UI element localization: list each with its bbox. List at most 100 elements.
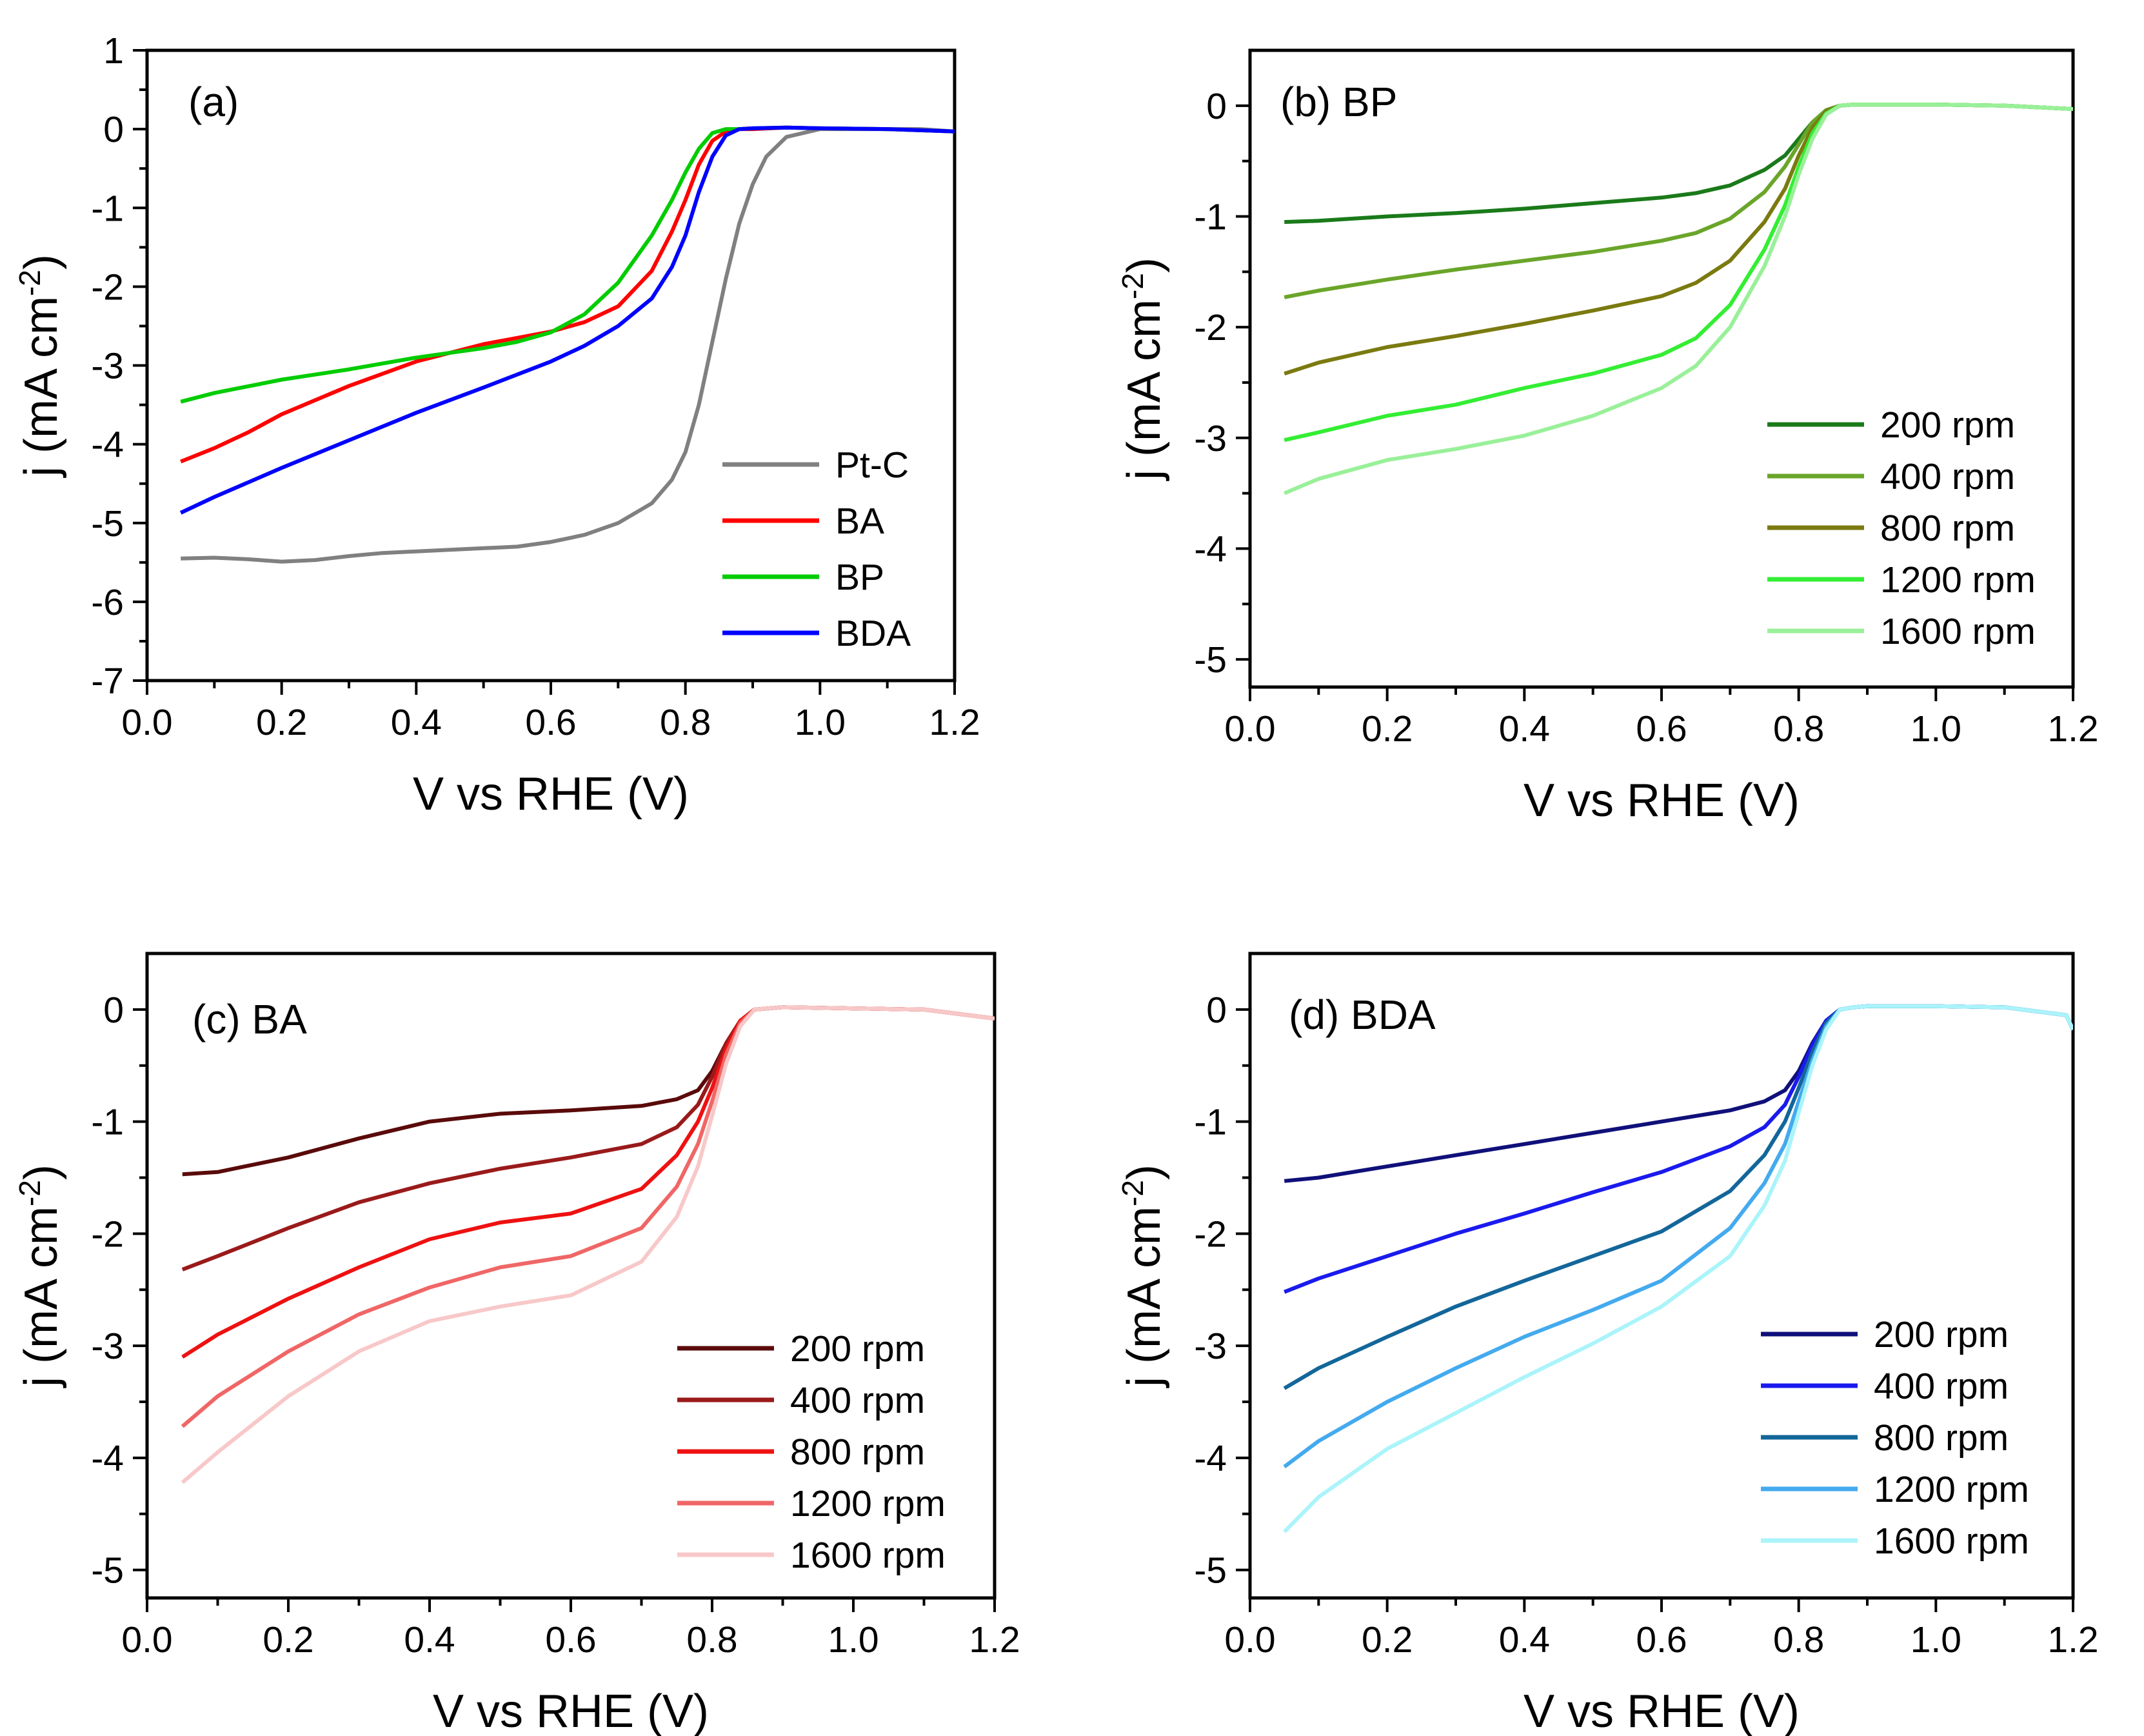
x-tick-label: 0.2	[1362, 1619, 1413, 1661]
x-tick-label: 0.0	[121, 1619, 172, 1661]
x-tick-label: 1.2	[969, 1619, 1020, 1661]
legend-label: 200 rpm	[790, 1328, 925, 1370]
legend-label: 800 rpm	[790, 1432, 925, 1473]
y-axis-title-superscript: -2	[13, 270, 46, 296]
y-axis-title-superscript: -2	[13, 1180, 46, 1206]
y-axis-title: j (mA cm-2)	[13, 254, 67, 478]
x-tick-label: 1.2	[2047, 708, 2098, 750]
legend: 200 rpm 400 rpm 800 rpm 1200 rpm 1600 rpm	[677, 1328, 946, 1576]
x-tick-label: 0.4	[391, 702, 442, 743]
y-tick-label: -3	[91, 346, 124, 387]
plot-frame	[145, 48, 957, 683]
x-tick-label: 0.4	[1499, 1619, 1550, 1661]
x-axis-title: V vs RHE (V)	[413, 768, 689, 820]
y-axis-title-close: )	[1118, 1164, 1170, 1180]
x-tick-label: 0.6	[525, 702, 576, 743]
legend-label: 1200 rpm	[1880, 559, 2036, 601]
x-tick-label: 0.8	[686, 1619, 737, 1661]
series-line-800-rpm	[1284, 103, 2073, 376]
y-tick-label: -1	[1194, 196, 1227, 237]
series-line-200-rpm	[1284, 103, 2073, 224]
legend-label: 400 rpm	[790, 1380, 925, 1421]
y-axis-title: j (mA cm-2)	[1116, 257, 1170, 481]
series-line-pt-c	[181, 127, 955, 564]
x-tick-label: 0.0	[1224, 1619, 1275, 1661]
y-axis-title-main: j (mA cm	[1118, 1206, 1170, 1388]
legend-label: 200 rpm	[1874, 1314, 2009, 1355]
y-tick-label: -4	[91, 1438, 124, 1479]
y-axis-title-main: j (mA cm	[1118, 299, 1170, 481]
legend-label: 1200 rpm	[1874, 1469, 2029, 1510]
y-axis-title-close: )	[1118, 257, 1170, 273]
legend-label: BP	[835, 557, 884, 598]
series-line-400-rpm	[1284, 103, 2073, 299]
x-axis-title: V vs RHE (V)	[433, 1686, 709, 1736]
panel-label: (d) BDA	[1289, 992, 1436, 1038]
series-line-1600-rpm	[1284, 103, 2073, 495]
series-line-400-rpm	[1284, 1004, 2073, 1294]
legend: 200 rpm 400 rpm 800 rpm 1200 rpm 1600 rpm	[1761, 1314, 2029, 1562]
y-tick-label: -1	[91, 1102, 124, 1143]
x-tick-label: 0.4	[1499, 708, 1550, 750]
y-tick-label: -5	[1194, 1550, 1227, 1591]
y-tick-label: 0	[1206, 990, 1227, 1031]
panel-a: 0.0 0.2 0.4 0.6 0.8 1.0 1.2 1 0 -1 -2 -3 -4 -5 -6 -7 V v…	[13, 30, 980, 820]
y-tick-label: -7	[91, 661, 124, 702]
x-tick-label: 0.2	[1362, 708, 1413, 750]
y-axis-title: j (mA cm-2)	[13, 1164, 67, 1388]
y-tick-label: -3	[91, 1326, 124, 1367]
y-axis-title-main: j (mA cm	[15, 1206, 67, 1388]
y-tick-label: -2	[91, 1213, 124, 1255]
legend-label: 1600 rpm	[1874, 1521, 2029, 1562]
y-tick-label: -6	[91, 582, 124, 623]
y-tick-label: -2	[91, 266, 124, 308]
y-tick-label: -1	[91, 188, 124, 229]
legend: 200 rpm 400 rpm 800 rpm 1200 rpm 1600 rpm	[1767, 404, 2036, 652]
x-tick-label: 0.2	[263, 1619, 313, 1661]
x-tick-label: 0.4	[404, 1619, 455, 1661]
y-axis-title-main: j (mA cm	[15, 296, 67, 478]
panel-b: 0.0 0.2 0.4 0.6 0.8 1.0 1.2 0 -1 -2 -3 -4 -5 V vs RHE…	[1116, 48, 2099, 826]
panel-d: 0.0 0.2 0.4 0.6 0.8 1.0 1.2 0 -1 -2 -3 -4 -5 V vs RHE…	[1116, 952, 2099, 1736]
y-tick-label: 0	[103, 990, 124, 1031]
x-tick-label: 0.2	[256, 702, 307, 743]
legend-label: 400 rpm	[1880, 456, 2015, 497]
x-tick-label: 1.0	[1911, 708, 1961, 750]
panel-label: (c) BA	[192, 996, 307, 1043]
x-tick-label: 0.6	[1636, 1619, 1687, 1661]
y-tick-label: 1	[103, 30, 124, 72]
panel-label: (b) BP	[1280, 79, 1397, 125]
y-tick-label: -4	[1194, 528, 1227, 570]
series-line-1600-rpm	[181, 1005, 995, 1484]
x-tick-label: 1.0	[1911, 1619, 1961, 1661]
series-line-bda	[179, 125, 955, 515]
x-tick-label: 0.0	[1224, 708, 1275, 750]
y-axis-title-close: )	[15, 254, 67, 270]
legend-label: BDA	[835, 613, 911, 654]
legend-label: 1200 rpm	[790, 1483, 946, 1524]
y-axis-title-superscript: -2	[1116, 273, 1149, 299]
y-tick-label: -5	[91, 503, 124, 544]
y-axis-title-close: )	[15, 1164, 67, 1180]
x-tick-label: 0.6	[545, 1619, 596, 1661]
legend-label: 1600 rpm	[1880, 611, 2036, 652]
legend-label: 800 rpm	[1874, 1417, 2009, 1459]
x-tick-label: 1.0	[795, 702, 846, 743]
legend-label: 1600 rpm	[790, 1535, 946, 1576]
y-tick-label: -5	[1194, 639, 1227, 681]
legend-label: BA	[835, 501, 884, 542]
y-tick-label: -5	[91, 1550, 124, 1591]
x-tick-label: 0.6	[1636, 708, 1687, 750]
x-tick-label: 1.0	[828, 1619, 878, 1661]
y-tick-label: -4	[91, 424, 124, 466]
panel-c: 0.0 0.2 0.4 0.6 0.8 1.0 1.2 0 -1 -2 -3 -4 -5 V vs RHE…	[13, 952, 1020, 1736]
y-tick-label: -3	[1194, 1326, 1227, 1367]
panel-label: (a)	[188, 79, 239, 125]
series-line-ba	[180, 125, 955, 464]
legend-label: Pt-C	[835, 444, 909, 486]
y-tick-label: -2	[1194, 1213, 1227, 1255]
series-line-1600-rpm	[1283, 1004, 2073, 1533]
y-axis-title: j (mA cm-2)	[1116, 1164, 1170, 1388]
x-tick-label: 0.8	[1773, 708, 1824, 750]
legend-label: 200 rpm	[1880, 404, 2015, 446]
